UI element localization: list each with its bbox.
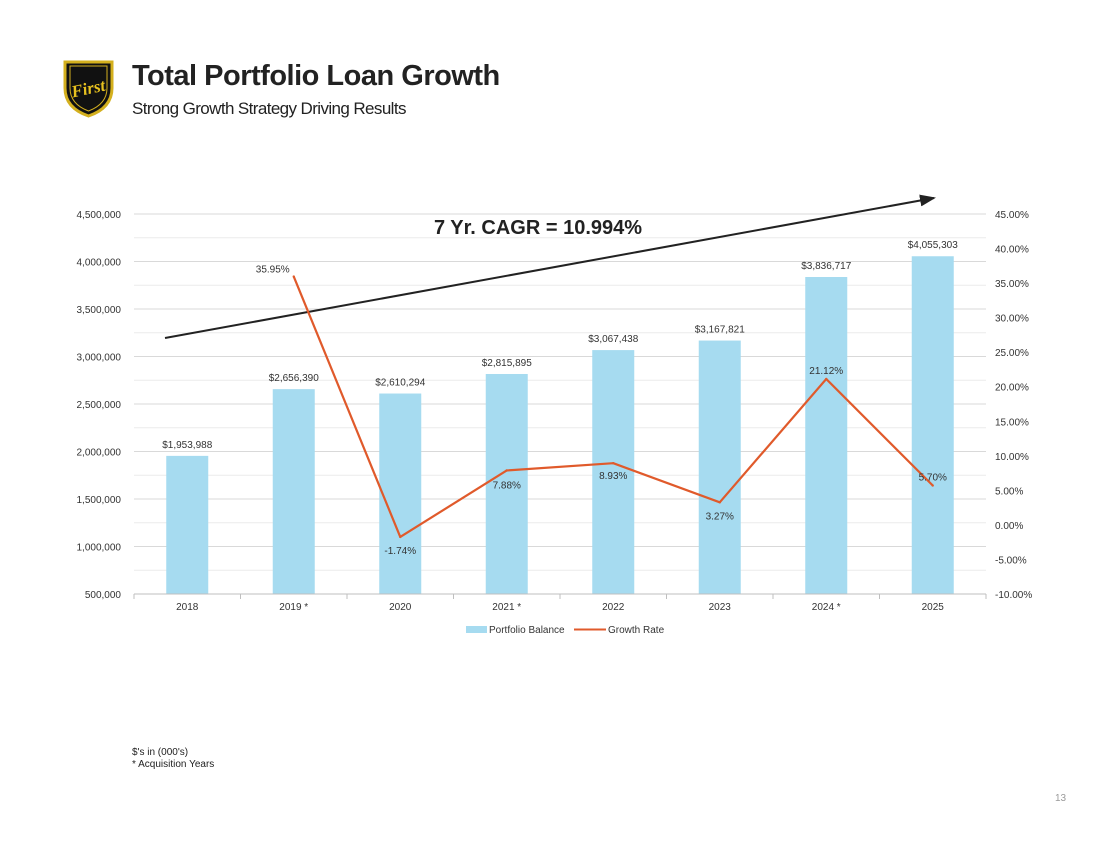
bar-2025 bbox=[911, 256, 954, 594]
left-tick-label: 4,500,000 bbox=[77, 210, 122, 221]
page-title: Total Portfolio Loan Growth bbox=[132, 60, 500, 92]
cagr-trend-arrow bbox=[164, 194, 936, 339]
growth-rate-label: 35.95% bbox=[256, 265, 290, 276]
growth-rate-label: 3.27% bbox=[706, 511, 734, 522]
bar-2018 bbox=[166, 455, 209, 594]
bar-value-label: $3,167,821 bbox=[695, 325, 745, 336]
growth-rate-point bbox=[292, 275, 295, 278]
bar-2020 bbox=[379, 393, 422, 594]
growth-rate-point bbox=[612, 462, 615, 465]
growth-rate-point bbox=[505, 469, 508, 472]
x-tick-label: 2020 bbox=[389, 602, 412, 613]
growth-rate-line bbox=[292, 275, 934, 539]
growth-rate-label: 5.70% bbox=[919, 473, 947, 484]
right-tick-label: 5.00% bbox=[995, 486, 1023, 497]
x-tick-label: 2023 bbox=[709, 602, 732, 613]
left-tick-label: 1,500,000 bbox=[77, 495, 122, 506]
bank-logo-shield: First bbox=[63, 60, 114, 118]
growth-rate-label: 7.88% bbox=[493, 480, 521, 491]
right-tick-label: -5.00% bbox=[995, 555, 1027, 566]
bar-value-label: $1,953,988 bbox=[162, 440, 212, 451]
left-tick-label: 3,000,000 bbox=[77, 353, 122, 364]
growth-rate-labels: 35.95% -1.74% 7.88% 8.93% 3.27% 21.12% 5.70% bbox=[256, 265, 947, 557]
bar-value-label: $2,815,895 bbox=[482, 358, 532, 369]
left-tick-label: 3,500,000 bbox=[77, 305, 122, 316]
growth-rate-point bbox=[825, 377, 828, 381]
right-tick-label: 45.00% bbox=[995, 210, 1029, 221]
x-tick-label: 2022 bbox=[602, 602, 625, 613]
left-axis: 500,000 1,000,000 1,500,000 2,000,000 2,500,… bbox=[77, 210, 122, 601]
cagr-annotation: 7 Yr. CAGR = 10.994% bbox=[434, 217, 642, 239]
right-tick-label: 35.00% bbox=[995, 279, 1029, 290]
acquisition-note: * Acquisition Years bbox=[132, 759, 215, 770]
left-tick-label: 2,000,000 bbox=[77, 448, 122, 459]
bar-value-label: $2,656,390 bbox=[269, 373, 319, 384]
page-number: 13 bbox=[1055, 793, 1067, 804]
x-tick-label: 2025 bbox=[922, 602, 945, 613]
balance-bars bbox=[166, 256, 954, 594]
growth-rate-point bbox=[931, 484, 934, 487]
right-axis: -10.00% -5.00% 0.00% 5.00% 10.00% 15.00% 20.00… bbox=[995, 210, 1032, 601]
right-tick-label: 0.00% bbox=[995, 521, 1023, 532]
bar-data-labels: $1,953,988 $2,656,390 $2,610,294 $2,815,895… bbox=[162, 240, 958, 451]
bar-value-label: $2,610,294 bbox=[375, 378, 425, 389]
x-tick-label: 2018 bbox=[176, 602, 199, 613]
x-tick-label: 2024 * bbox=[812, 602, 841, 613]
growth-rate-point bbox=[718, 501, 721, 504]
left-tick-label: 2,500,000 bbox=[77, 400, 122, 411]
bar-2024 bbox=[805, 277, 848, 594]
chart-legend: Portfolio Balance Growth Rate bbox=[466, 625, 665, 636]
growth-rate-label: -1.74% bbox=[384, 546, 416, 557]
left-tick-label: 4,000,000 bbox=[77, 258, 122, 269]
legend-label-balance: Portfolio Balance bbox=[489, 625, 565, 636]
bar-value-label: $3,836,717 bbox=[801, 261, 851, 272]
growth-rate-point bbox=[399, 535, 402, 539]
growth-rate-label: 8.93% bbox=[599, 471, 627, 482]
right-tick-label: 25.00% bbox=[995, 348, 1029, 359]
right-tick-label: -10.00% bbox=[995, 590, 1032, 601]
left-tick-label: 1,000,000 bbox=[77, 543, 122, 554]
right-tick-label: 10.00% bbox=[995, 452, 1029, 463]
page-subtitle: Strong Growth Strategy Driving Results bbox=[132, 99, 406, 118]
bar-2023 bbox=[698, 340, 741, 594]
units-note: $'s in (000's) bbox=[132, 747, 189, 758]
bar-2021 bbox=[485, 373, 528, 594]
bar-2019 bbox=[272, 389, 315, 594]
right-tick-label: 20.00% bbox=[995, 383, 1029, 394]
x-tick-label: 2019 * bbox=[279, 602, 308, 613]
left-tick-label: 500,000 bbox=[85, 590, 122, 601]
right-tick-label: 40.00% bbox=[995, 245, 1029, 256]
right-tick-label: 30.00% bbox=[995, 314, 1029, 325]
footnotes: $'s in (000's) * Acquisition Years bbox=[132, 747, 214, 771]
legend-swatch-balance bbox=[466, 626, 487, 633]
bar-2022 bbox=[592, 350, 635, 594]
right-tick-label: 15.00% bbox=[995, 417, 1029, 428]
x-tick-label: 2021 * bbox=[492, 602, 521, 613]
bar-value-label: $3,067,438 bbox=[588, 334, 638, 345]
x-axis: 2018 2019 * 2020 2021 * 2022 2023 2024 * 2025 bbox=[133, 593, 987, 613]
bar-value-label: $4,055,303 bbox=[908, 240, 958, 251]
legend-label-growth: Growth Rate bbox=[608, 625, 665, 636]
growth-rate-label: 21.12% bbox=[809, 366, 843, 377]
